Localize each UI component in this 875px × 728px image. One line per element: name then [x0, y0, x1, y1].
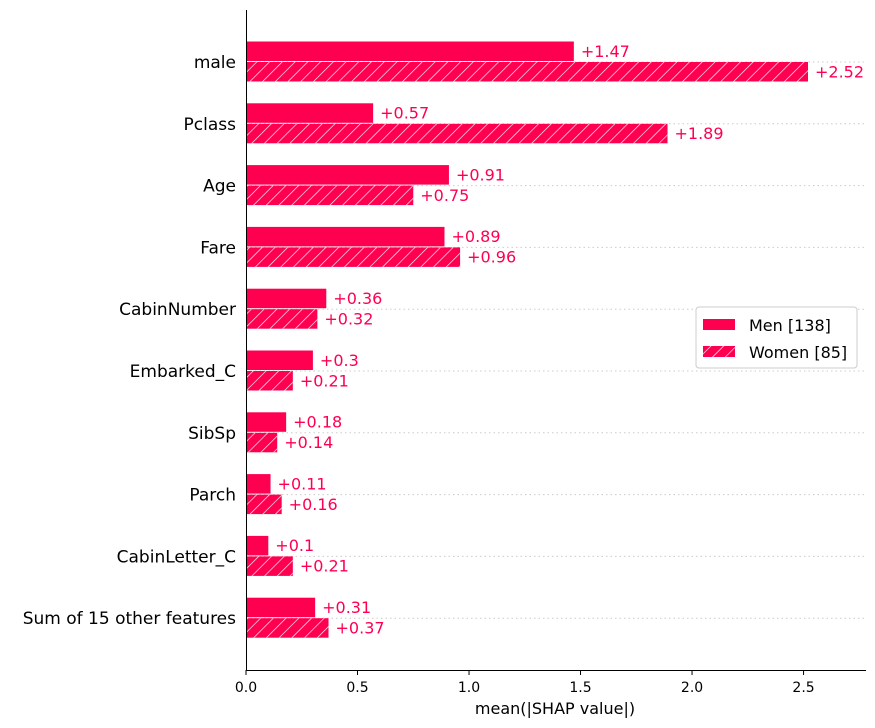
value-label-men: +0.3 [320, 351, 359, 370]
value-label-women: +0.96 [467, 248, 516, 267]
value-label-men: +0.31 [322, 598, 371, 617]
x-ticks: 0.0 0.5 1.0 1.5 2.0 2.5 [235, 670, 815, 696]
value-label-women: +2.52 [815, 62, 864, 81]
bar-men [246, 412, 287, 432]
legend-swatch-women-hatch [703, 346, 735, 357]
bar-men [246, 474, 271, 494]
y-tick-label: Embarked_C [130, 362, 236, 382]
value-label-men: +0.36 [333, 289, 382, 308]
bar-men [246, 103, 374, 123]
bar-men [246, 288, 327, 309]
y-tick-label: male [194, 53, 236, 73]
legend-swatch-men [703, 319, 735, 330]
y-tick-label: Sum of 15 other features [23, 609, 236, 629]
legend: Men [138] Women [85] [695, 306, 858, 369]
legend-label-men: Men [138] [749, 316, 831, 335]
bar-women-hatch [246, 123, 668, 144]
y-tick-label: Parch [189, 486, 236, 506]
bar-women-hatch [246, 371, 293, 391]
bar-men [246, 350, 313, 370]
value-label-women: +0.21 [300, 557, 349, 576]
y-tick-label: CabinLetter_C [117, 547, 236, 567]
legend-frame [695, 306, 858, 369]
bars [246, 41, 809, 638]
x-tick-label: 2.5 [792, 680, 814, 696]
x-tick-label: 1.5 [569, 680, 591, 696]
value-label-women: +0.32 [324, 309, 373, 328]
bar-men [246, 226, 445, 247]
value-label-men: +0.89 [451, 227, 500, 246]
value-label-men: +0.1 [275, 536, 314, 555]
x-tick-label: 0.0 [235, 680, 257, 696]
bar-men [246, 535, 269, 556]
value-label-men: +0.11 [278, 474, 327, 493]
bar-women-hatch [246, 62, 809, 82]
y-tick-label: SibSp [188, 424, 236, 444]
value-label-women: +0.14 [284, 433, 333, 452]
y-tick-label: Fare [200, 238, 236, 258]
bar-women-hatch [246, 556, 293, 576]
y-tick-labels: male Pclass Age Fare CabinNumber Embarked_C Si… [23, 53, 236, 629]
value-label-women: +0.75 [420, 186, 469, 205]
bar-women-hatch [246, 247, 461, 267]
value-label-women: +1.89 [675, 124, 724, 143]
value-label-men: +1.47 [581, 42, 630, 61]
bar-women-hatch [246, 185, 414, 206]
x-axis-label: mean(|SHAP value|) [475, 699, 635, 718]
bar-men [246, 165, 449, 185]
value-label-women: +0.16 [289, 495, 338, 514]
value-label-men: +0.91 [456, 165, 505, 184]
bar-women-hatch [246, 494, 282, 515]
value-label-men: +0.18 [293, 413, 342, 432]
x-tick-label: 2.0 [681, 680, 703, 696]
value-label-women: +0.21 [300, 371, 349, 390]
bar-men [246, 41, 574, 61]
value-label-women: +0.37 [336, 618, 385, 637]
value-labels: +1.47 +2.52 +0.57 +1.89 +0.91 +0.75 +0.89 +0.96… [275, 42, 864, 638]
legend-label-women: Women [85] [749, 343, 847, 362]
value-label-men: +0.57 [380, 104, 429, 123]
bar-men [246, 597, 316, 618]
axes [246, 10, 866, 671]
x-tick-label: 0.5 [346, 680, 368, 696]
bar-women-hatch [246, 618, 329, 638]
bar-women-hatch [246, 309, 318, 329]
y-tick-label: Pclass [184, 115, 237, 135]
bar-women-hatch [246, 432, 278, 453]
y-tick-label: Age [203, 177, 236, 197]
x-tick-label: 1.0 [458, 680, 480, 696]
y-tick-label: CabinNumber [119, 300, 236, 320]
